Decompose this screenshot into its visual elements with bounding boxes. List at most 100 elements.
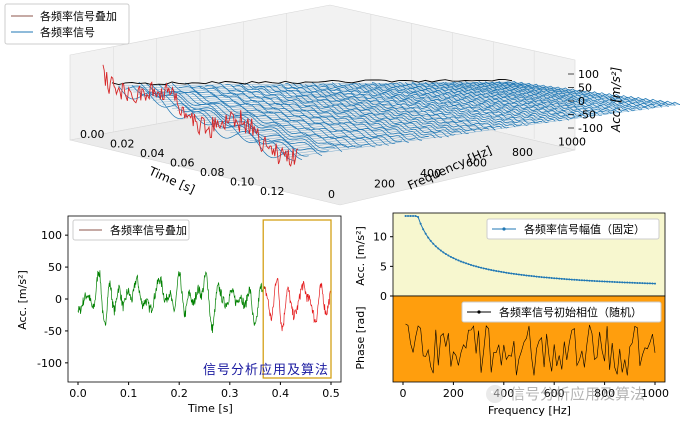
amplitude-point bbox=[434, 245, 437, 248]
amplitude-point bbox=[459, 260, 462, 263]
3d-legend-label-sum: 各频率信号叠加 bbox=[40, 9, 117, 23]
amplitude-point bbox=[500, 270, 503, 273]
3d-component-line bbox=[385, 83, 556, 122]
3d-freq-tick-label: 600 bbox=[466, 157, 487, 170]
time-series-ytick-label: -100 bbox=[37, 357, 62, 370]
3d-mesh-line bbox=[215, 94, 610, 127]
time-series-line-window bbox=[264, 277, 332, 332]
3d-component-line bbox=[418, 82, 589, 118]
amplitude-point bbox=[636, 281, 639, 284]
wechat-icon-eye-right bbox=[496, 390, 500, 394]
3d-mesh-line bbox=[206, 93, 600, 123]
amplitude-point bbox=[618, 281, 621, 284]
amplitude-point bbox=[573, 278, 576, 281]
amplitude-point bbox=[565, 278, 568, 281]
phase-xtick-label: 200 bbox=[443, 387, 464, 400]
3d-component-line bbox=[218, 82, 389, 146]
amplitude-point bbox=[643, 282, 646, 285]
3d-mesh-line bbox=[269, 101, 663, 150]
3d-freq-tick-label: 200 bbox=[374, 178, 395, 191]
time-series-ytick-label: 50 bbox=[48, 261, 62, 274]
3d-mesh-line bbox=[172, 88, 566, 109]
amplitude-point bbox=[475, 265, 478, 268]
plot-amplitude: 10 5 0 Acc. [m/s²] 各频率信号幅值（固定） bbox=[354, 212, 666, 303]
3d-tick-labels: 0.00 0.02 0.04 0.06 0.08 0.10 0.12 0 200 400 600 80… bbox=[80, 68, 603, 201]
amplitude-point bbox=[535, 275, 538, 278]
3d-mesh-line bbox=[259, 100, 653, 146]
3d-time-tick-label: 0.04 bbox=[140, 147, 165, 160]
amplitude-point bbox=[588, 279, 591, 282]
3d-component-line bbox=[445, 81, 616, 114]
amplitude-point bbox=[412, 214, 415, 217]
amplitude-point bbox=[611, 280, 614, 283]
plot-time-series: 0.0 0.1 0.2 0.3 0.4 0.5 100 50 0 -50 -100 Time [s]… bbox=[16, 215, 342, 415]
3d-mesh-line bbox=[162, 87, 556, 105]
3d-mesh-line bbox=[210, 93, 605, 125]
3d-mesh-line bbox=[167, 88, 561, 107]
amplitude-point bbox=[628, 281, 631, 284]
amplitude-point bbox=[467, 263, 470, 266]
amplitude-markers bbox=[404, 214, 656, 285]
amplitude-point bbox=[543, 276, 546, 279]
amplitude-point bbox=[487, 268, 490, 271]
amplitude-point bbox=[437, 247, 440, 250]
amplitude-point bbox=[550, 277, 553, 280]
phase-legend-label: 各频率信号初始相位（随机） bbox=[499, 305, 642, 319]
amplitude-legend: 各频率信号幅值（固定） bbox=[486, 218, 660, 240]
3d-mesh-line bbox=[288, 104, 680, 158]
amplitude-point bbox=[492, 269, 495, 272]
amplitude-ticks: 10 5 0 bbox=[373, 231, 393, 303]
3d-component-line bbox=[165, 82, 336, 149]
time-series-ticks: 0.0 0.1 0.2 0.3 0.4 0.5 100 50 0 -50 -100 bbox=[37, 229, 340, 400]
amplitude-point bbox=[633, 281, 636, 284]
phase-xtick-label: 600 bbox=[544, 387, 565, 400]
phase-x-label: Frequency [Hz] bbox=[488, 404, 571, 417]
plot-3d-surface: 0.00 0.02 0.04 0.06 0.08 0.10 0.12 0 200 400 600 80… bbox=[4, 3, 680, 206]
3d-time-tick-label: 0.06 bbox=[170, 157, 195, 170]
amplitude-point bbox=[417, 216, 420, 219]
time-series-xtick-label: 0.3 bbox=[221, 387, 239, 400]
amplitude-point bbox=[603, 280, 606, 283]
amplitude-point bbox=[530, 275, 533, 278]
amplitude-point bbox=[533, 275, 536, 278]
3d-legend-label-components: 各频率信号 bbox=[40, 25, 95, 39]
amplitude-point bbox=[608, 280, 611, 283]
amplitude-point bbox=[601, 280, 604, 283]
3d-component-line bbox=[238, 82, 409, 143]
amplitude-point bbox=[510, 272, 513, 275]
amplitude-point bbox=[470, 263, 473, 266]
amplitude-point bbox=[422, 228, 425, 231]
time-series-ytick-label: -50 bbox=[44, 325, 62, 338]
3d-mesh-line bbox=[201, 92, 595, 121]
amplitude-point bbox=[439, 249, 442, 252]
3d-component-line bbox=[365, 83, 536, 124]
amplitude-point bbox=[429, 239, 432, 242]
amplitude-point bbox=[457, 259, 460, 262]
3d-time-tick-label: 0.10 bbox=[230, 176, 255, 189]
amplitude-point bbox=[444, 252, 447, 255]
amplitude-point bbox=[502, 271, 505, 274]
amplitude-point bbox=[606, 280, 609, 283]
amplitude-point bbox=[507, 272, 510, 275]
amplitude-point bbox=[583, 279, 586, 282]
amplitude-point bbox=[593, 279, 596, 282]
3d-component-line bbox=[371, 82, 543, 123]
3d-acc-tick-label: -50 bbox=[578, 109, 596, 122]
3d-component-line bbox=[325, 83, 496, 131]
amplitude-legend-marker bbox=[502, 227, 506, 231]
amplitude-point bbox=[654, 282, 656, 285]
3d-freq-tick-label: 0 bbox=[328, 188, 335, 201]
phase-xtick-label: 800 bbox=[594, 387, 615, 400]
3d-time-tick-label: 0.12 bbox=[260, 185, 285, 198]
amplitude-point bbox=[525, 274, 528, 277]
3d-mesh-line bbox=[225, 95, 619, 131]
amplitude-point bbox=[528, 274, 530, 277]
phase-legend-marker bbox=[477, 310, 481, 314]
watermark: 信号分析应用及算法 bbox=[486, 385, 645, 403]
3d-mesh-line bbox=[123, 82, 517, 89]
time-series-line-before bbox=[77, 270, 266, 334]
3d-mesh-line bbox=[133, 83, 527, 93]
3d-freq-tick-label: 800 bbox=[512, 146, 533, 159]
time-series-xtick-label: 0.1 bbox=[120, 387, 138, 400]
